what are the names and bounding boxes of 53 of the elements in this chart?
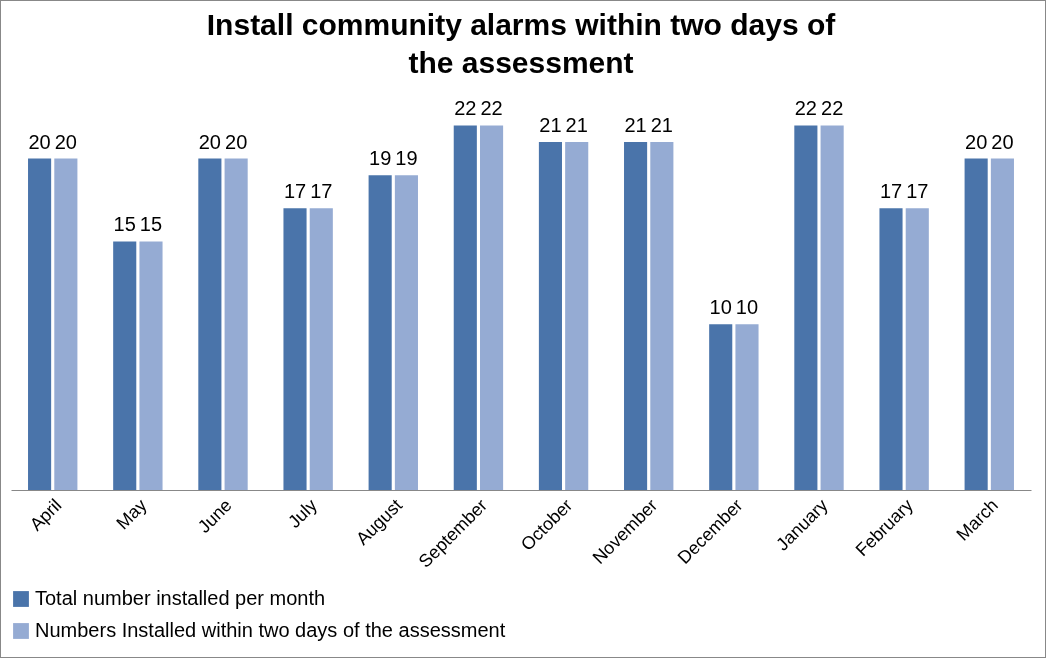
bar <box>905 208 929 490</box>
data-label: 22 <box>480 97 503 120</box>
data-label: 17 <box>310 180 333 203</box>
data-label: 17 <box>879 180 903 203</box>
data-label: 15 <box>113 213 136 236</box>
data-label: 15 <box>139 213 163 236</box>
bar <box>538 142 562 490</box>
data-label: 21 <box>624 114 647 137</box>
bar <box>283 208 307 490</box>
data-label: 20 <box>991 130 1014 153</box>
bar <box>709 324 733 490</box>
data-label: 19 <box>369 147 392 170</box>
bar <box>565 142 589 490</box>
legend-label: Total number installed per month <box>35 587 326 609</box>
bar <box>480 125 504 490</box>
chart-title: Install community alarms within two days of the assessment <box>206 8 837 79</box>
x-tick-label: May <box>112 495 151 534</box>
data-label: 20 <box>198 130 221 153</box>
bar <box>650 142 674 490</box>
bar <box>820 125 844 490</box>
bar <box>113 241 137 490</box>
data-label: 20 <box>54 130 77 153</box>
legend-label: Numbers Installed within two days of the assessment <box>35 619 506 641</box>
data-label: 21 <box>565 114 588 137</box>
data-label: 17 <box>283 180 307 203</box>
bar <box>224 158 248 490</box>
x-tick-label: July <box>284 495 321 532</box>
data-label: 19 <box>395 147 418 170</box>
bar <box>309 208 333 490</box>
bar <box>198 158 222 490</box>
data-label: 10 <box>735 296 759 319</box>
bar <box>453 125 477 490</box>
bar <box>28 158 52 490</box>
data-label: 21 <box>650 114 673 137</box>
bar <box>54 158 78 490</box>
data-label: 17 <box>906 180 929 203</box>
bar <box>879 208 903 490</box>
bar <box>624 142 648 490</box>
bar <box>794 125 818 490</box>
data-label: 22 <box>821 97 844 120</box>
bar <box>990 158 1014 490</box>
bar <box>139 241 163 490</box>
data-label: 22 <box>454 97 477 120</box>
bar <box>368 175 392 490</box>
data-label: 20 <box>965 130 988 153</box>
bar <box>394 175 418 490</box>
data-label: 21 <box>539 114 562 137</box>
bar <box>735 324 759 490</box>
data-label: 20 <box>225 130 248 153</box>
bar <box>964 158 988 490</box>
data-label: 10 <box>709 296 732 319</box>
data-label: 22 <box>794 97 817 120</box>
data-label: 20 <box>28 130 51 153</box>
